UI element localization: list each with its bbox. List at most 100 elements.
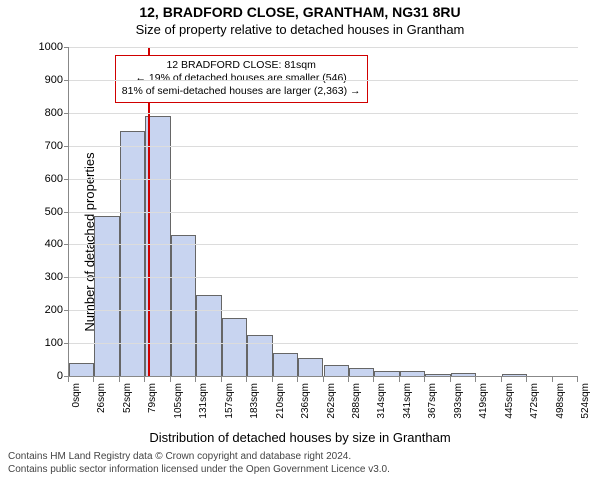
- gridline: [69, 179, 578, 180]
- y-tick-label: 500: [45, 206, 63, 218]
- plot-area: 12 BRADFORD CLOSE: 81sqm ← 19% of detach…: [68, 47, 578, 377]
- gridline: [69, 244, 578, 245]
- x-tick-label: 419sqm: [478, 383, 489, 419]
- x-tick-label: 210sqm: [275, 383, 286, 419]
- histogram-bar: [451, 373, 476, 376]
- x-tick-label: 52sqm: [122, 383, 133, 413]
- x-tick: [501, 377, 502, 382]
- y-tick-label: 300: [45, 271, 63, 283]
- x-tick-label: 79sqm: [147, 383, 158, 413]
- x-tick-label: 183sqm: [249, 383, 260, 419]
- x-tick-labels: 0sqm 26sqm 52sqm 79sqm 105sqm 131sqm 157sqm 183…: [68, 383, 578, 428]
- x-tick: [373, 377, 374, 382]
- histogram-bar: [120, 131, 145, 376]
- x-tick: [119, 377, 120, 382]
- callout-line1: 12 BRADFORD CLOSE: 81sqm: [122, 59, 361, 72]
- callout-line3: 81% of semi-detached houses are larger (…: [122, 85, 361, 98]
- x-tick: [348, 377, 349, 382]
- x-axis-label: Distribution of detached houses by size …: [0, 430, 600, 445]
- gridline: [69, 277, 578, 278]
- gridline: [69, 113, 578, 114]
- gridline: [69, 146, 578, 147]
- y-tick-label: 1000: [39, 41, 63, 53]
- x-tick: [170, 377, 171, 382]
- x-tick-label: 288sqm: [351, 383, 362, 419]
- histogram-bar: [349, 368, 374, 376]
- y-tick: [64, 343, 69, 344]
- x-tick-label: 105sqm: [173, 383, 184, 419]
- x-tick: [246, 377, 247, 382]
- histogram-bar: [171, 235, 196, 376]
- y-tick: [64, 113, 69, 114]
- y-tick-labels: 01002003004005006007008009001000: [25, 47, 63, 377]
- y-tick: [64, 47, 69, 48]
- histogram-bar: [196, 295, 221, 376]
- histogram-bar: [69, 363, 94, 376]
- y-tick: [64, 310, 69, 311]
- x-tick: [221, 377, 222, 382]
- y-tick-label: 600: [45, 173, 63, 185]
- x-tick: [144, 377, 145, 382]
- gridline: [69, 343, 578, 344]
- attribution-line1: Contains HM Land Registry data © Crown c…: [8, 450, 592, 463]
- y-tick-label: 200: [45, 304, 63, 316]
- y-tick-label: 100: [45, 337, 63, 349]
- histogram-bar: [222, 318, 247, 376]
- x-tick-label: 157sqm: [224, 383, 235, 419]
- x-tick: [323, 377, 324, 382]
- page-title-line2: Size of property relative to detached ho…: [0, 20, 600, 37]
- x-tick-label: 0sqm: [71, 383, 82, 407]
- histogram-bar: [94, 216, 119, 376]
- x-tick-label: 498sqm: [555, 383, 566, 419]
- y-tick: [64, 277, 69, 278]
- page-title-line1: 12, BRADFORD CLOSE, GRANTHAM, NG31 8RU: [0, 0, 600, 20]
- x-tick-label: 341sqm: [402, 383, 413, 419]
- y-tick: [64, 80, 69, 81]
- histogram-bar: [502, 374, 527, 376]
- histogram-bar: [298, 358, 323, 376]
- x-tick-label: 131sqm: [198, 383, 209, 419]
- x-tick-label: 524sqm: [580, 383, 591, 419]
- x-tick: [424, 377, 425, 382]
- x-tick: [526, 377, 527, 382]
- x-tick: [552, 377, 553, 382]
- x-tick-label: 445sqm: [504, 383, 515, 419]
- x-tick: [475, 377, 476, 382]
- x-tick: [577, 377, 578, 382]
- y-tick: [64, 179, 69, 180]
- x-tick: [195, 377, 196, 382]
- y-tick-label: 900: [45, 74, 63, 86]
- x-tick-label: 314sqm: [376, 383, 387, 419]
- histogram-chart: Number of detached properties 0100200300…: [0, 37, 600, 447]
- x-tick-label: 236sqm: [300, 383, 311, 419]
- x-tick-label: 367sqm: [427, 383, 438, 419]
- x-tick-label: 26sqm: [96, 383, 107, 413]
- attribution-line2: Contains public sector information licen…: [8, 463, 592, 476]
- y-tick: [64, 244, 69, 245]
- histogram-bar: [374, 371, 399, 376]
- x-tick: [450, 377, 451, 382]
- y-tick: [64, 146, 69, 147]
- x-tick-label: 393sqm: [453, 383, 464, 419]
- gridline: [69, 310, 578, 311]
- y-tick-label: 800: [45, 107, 63, 119]
- histogram-bar: [273, 353, 298, 376]
- x-tick-label: 472sqm: [529, 383, 540, 419]
- x-tick: [68, 377, 69, 382]
- gridline: [69, 212, 578, 213]
- histogram-bar: [400, 371, 425, 376]
- y-tick-label: 0: [57, 370, 63, 382]
- x-tick: [272, 377, 273, 382]
- x-tick: [399, 377, 400, 382]
- histogram-bar: [247, 335, 272, 376]
- histogram-bar: [425, 374, 450, 376]
- y-tick-label: 400: [45, 238, 63, 250]
- y-tick-label: 700: [45, 140, 63, 152]
- x-tick-label: 262sqm: [326, 383, 337, 419]
- attribution-text: Contains HM Land Registry data © Crown c…: [0, 447, 600, 476]
- x-tick: [297, 377, 298, 382]
- x-tick-marks: [68, 377, 578, 382]
- gridline: [69, 80, 578, 81]
- gridline: [69, 47, 578, 48]
- y-tick: [64, 212, 69, 213]
